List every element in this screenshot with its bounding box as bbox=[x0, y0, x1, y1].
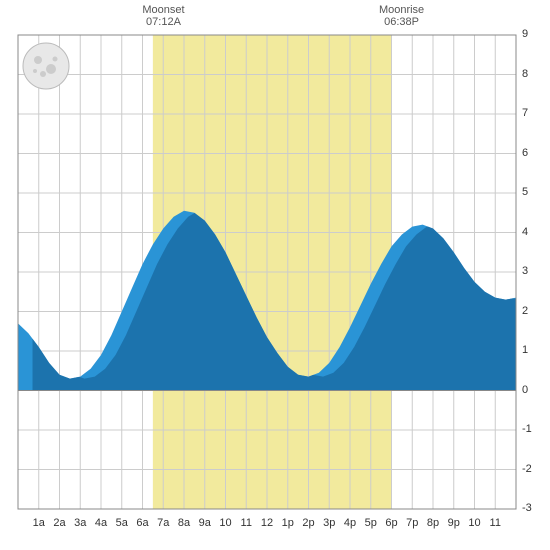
x-tick-label: 7a bbox=[157, 517, 169, 529]
y-tick-label: 6 bbox=[522, 147, 528, 159]
x-tick-label: 8p bbox=[427, 517, 439, 529]
x-tick-label: 4p bbox=[344, 517, 356, 529]
y-tick-label: 8 bbox=[522, 68, 528, 80]
y-tick-label: 3 bbox=[522, 265, 528, 277]
y-tick-label: 4 bbox=[522, 226, 528, 238]
y-tick-label: -2 bbox=[522, 463, 532, 475]
x-tick-label: 10 bbox=[468, 517, 480, 529]
moon-phase-icon bbox=[46, 66, 47, 67]
moonrise-label: Moonrise bbox=[379, 4, 424, 16]
x-tick-label: 9p bbox=[448, 517, 460, 529]
x-tick-label: 6p bbox=[385, 517, 397, 529]
x-tick-label: 9a bbox=[199, 517, 211, 529]
x-tick-label: 5a bbox=[116, 517, 128, 529]
moonrise-annotation: Moonrise 06:38P bbox=[379, 4, 424, 28]
x-tick-label: 2a bbox=[53, 517, 65, 529]
x-tick-label: 2p bbox=[302, 517, 314, 529]
moonrise-time: 06:38P bbox=[379, 16, 424, 28]
x-tick-label: 11 bbox=[241, 517, 252, 529]
x-tick-label: 6a bbox=[136, 517, 148, 529]
y-tick-label: 0 bbox=[522, 384, 528, 396]
x-tick-label: 12 bbox=[261, 517, 273, 529]
y-tick-label: -3 bbox=[522, 502, 532, 514]
x-tick-label: 4a bbox=[95, 517, 107, 529]
x-tick-label: 3a bbox=[74, 517, 86, 529]
tide-chart: Moonset 07:12A Moonrise 06:38P 9 8 7 6 5 4 3 2 1… bbox=[0, 0, 550, 550]
y-tick-label: 5 bbox=[522, 186, 528, 198]
chart-plot-area bbox=[0, 0, 550, 550]
y-tick-label: 2 bbox=[522, 305, 528, 317]
y-tick-label: 9 bbox=[522, 28, 528, 40]
x-tick-label: 1a bbox=[33, 517, 45, 529]
x-tick-label: 1p bbox=[282, 517, 294, 529]
x-tick-label: 10 bbox=[219, 517, 231, 529]
x-tick-label: 11 bbox=[490, 517, 501, 529]
y-tick-label: 7 bbox=[522, 107, 528, 119]
y-tick-label: 1 bbox=[522, 344, 528, 356]
x-tick-label: 7p bbox=[406, 517, 418, 529]
x-tick-label: 3p bbox=[323, 517, 335, 529]
x-tick-label: 8a bbox=[178, 517, 190, 529]
moonset-time: 07:12A bbox=[142, 16, 184, 28]
moonset-label: Moonset bbox=[142, 4, 184, 16]
x-tick-label: 5p bbox=[365, 517, 377, 529]
y-tick-label: -1 bbox=[522, 423, 532, 435]
moonset-annotation: Moonset 07:12A bbox=[142, 4, 184, 28]
